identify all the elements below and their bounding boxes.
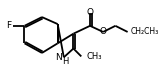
Text: CH₂CH₃: CH₂CH₃: [131, 27, 159, 36]
Text: N: N: [55, 53, 62, 62]
Text: CH₃: CH₃: [87, 52, 102, 61]
Text: O: O: [87, 8, 94, 17]
Text: F: F: [6, 21, 11, 30]
Text: H: H: [62, 57, 69, 66]
Text: O: O: [100, 27, 107, 36]
